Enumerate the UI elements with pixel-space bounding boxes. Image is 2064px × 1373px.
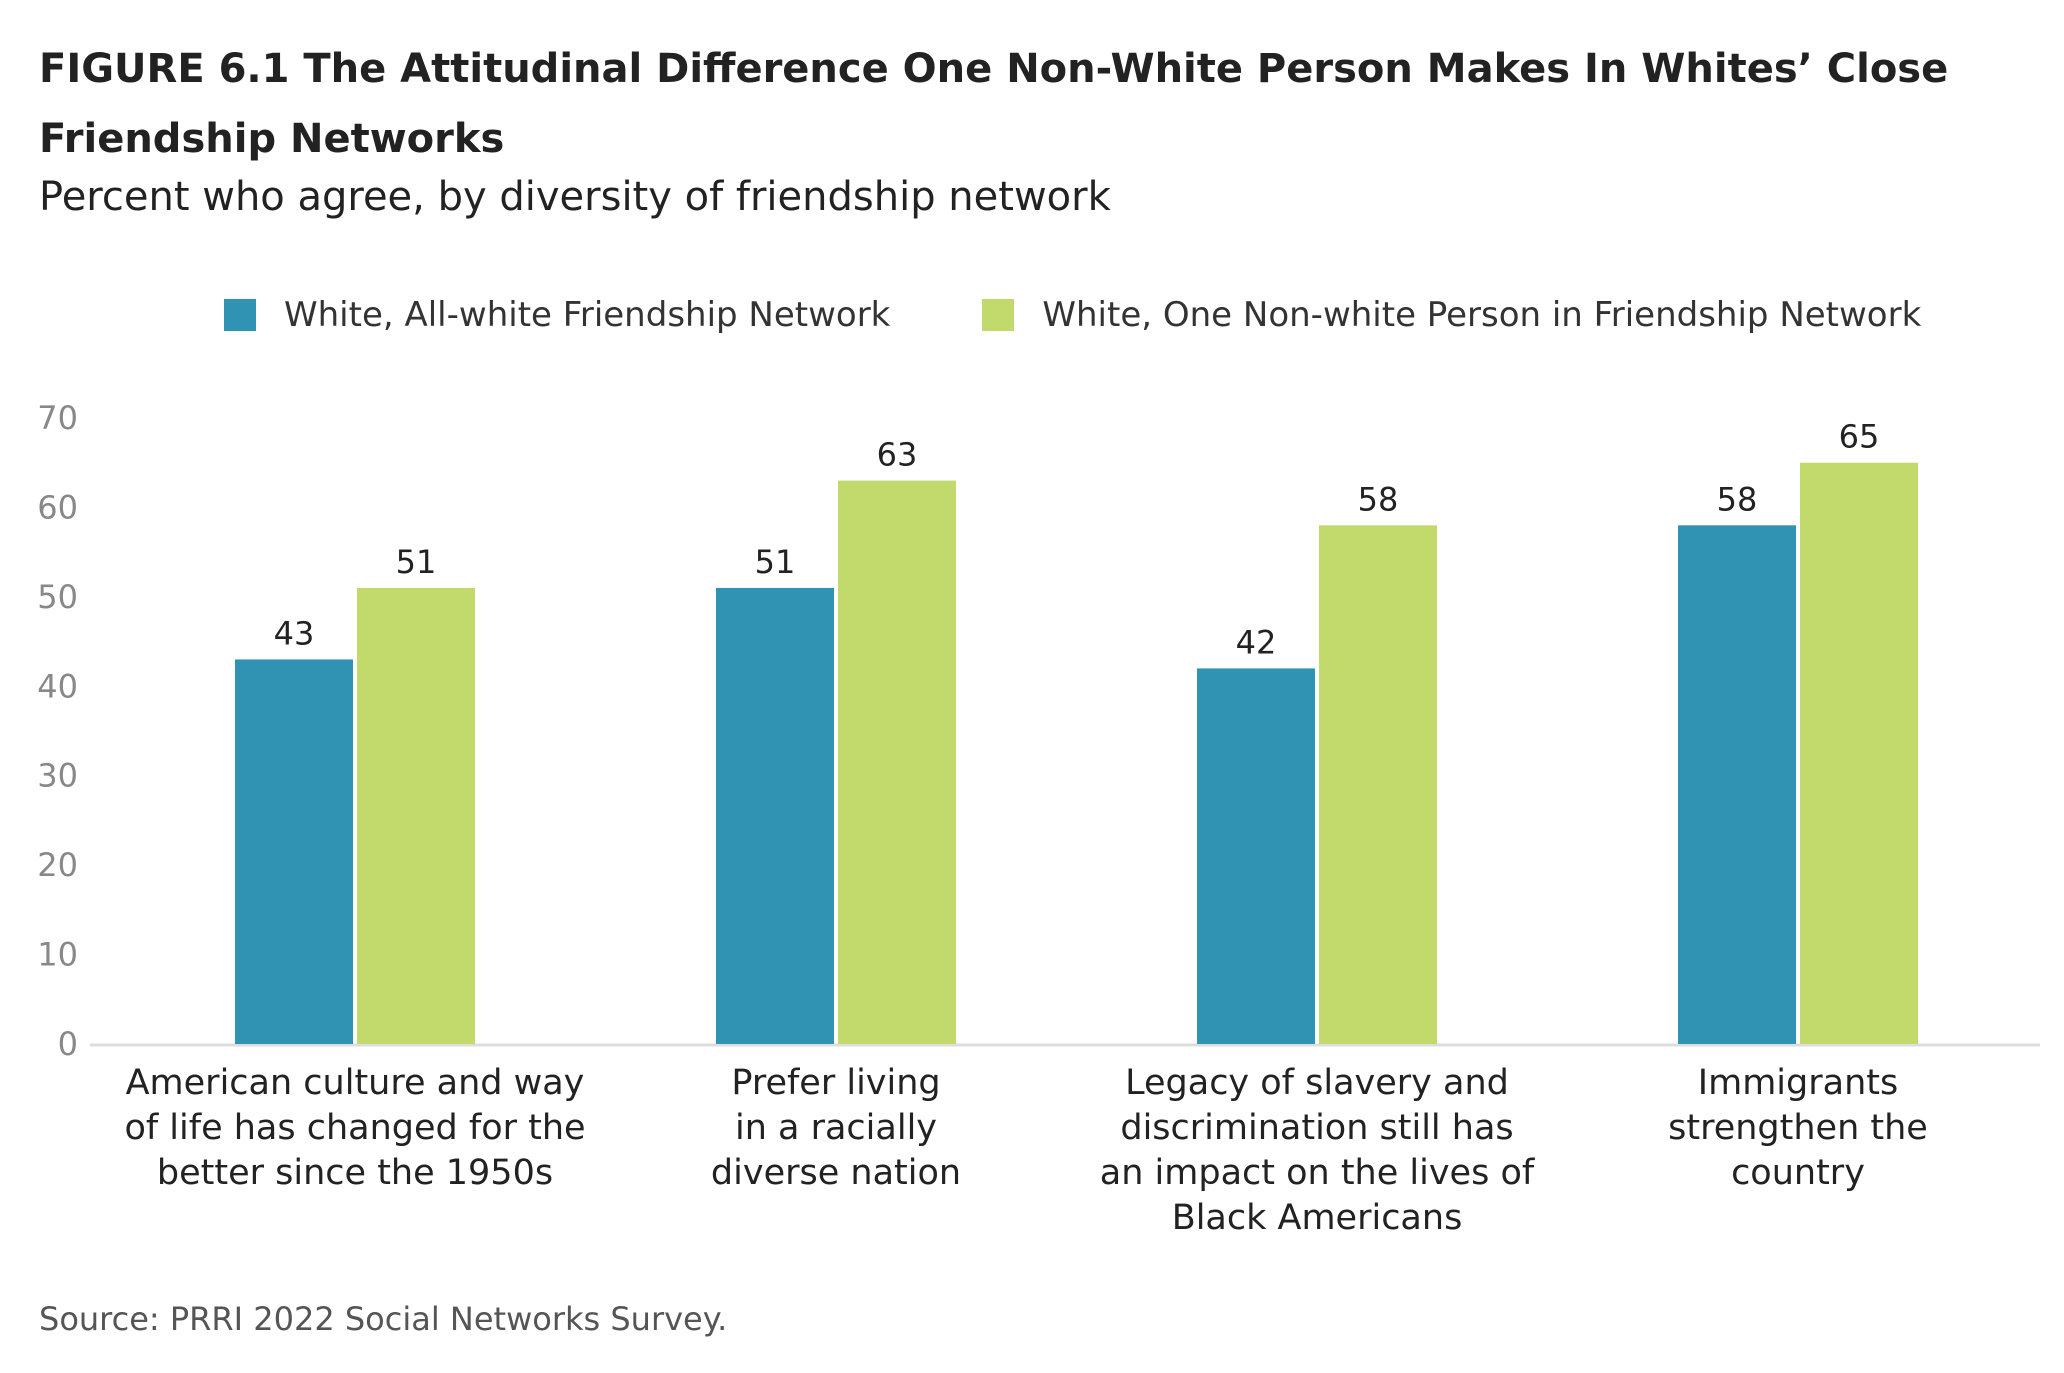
source-note: Source: PRRI 2022 Social Networks Survey… — [39, 1300, 728, 1338]
data-label-series-1: 58 — [1717, 480, 1758, 518]
bar-series-2 — [1319, 525, 1437, 1044]
y-tick-label: 10 — [37, 936, 78, 974]
bar-series-2 — [1800, 462, 1918, 1044]
x-category-label: Legacy of slavery and discrimination stil… — [1100, 1063, 1535, 1238]
x-category-label-line: Prefer living — [731, 1063, 940, 1103]
x-category-label-line: better since the 1950s — [157, 1153, 553, 1193]
legend-label-series-2: White, One Non-white Person in Friendshi… — [1042, 295, 1922, 335]
bar-series-2 — [838, 480, 956, 1045]
data-label-series-2: 63 — [877, 436, 918, 474]
x-category-label: American culture and way of life has chan… — [124, 1063, 585, 1193]
legend-swatch-series-2 — [982, 299, 1015, 331]
y-tick-label: 30 — [37, 757, 78, 795]
x-category-label-line: diverse nation — [711, 1153, 961, 1193]
data-label-series-1: 42 — [1236, 623, 1277, 661]
y-tick-label: 40 — [37, 667, 78, 705]
chart-subtitle: Percent who agree, by diversity of frien… — [39, 174, 1111, 220]
x-category-label-line: Black Americans — [1172, 1198, 1463, 1238]
x-category-label-line: Legacy of slavery and — [1125, 1063, 1509, 1103]
data-label-series-2: 65 — [1839, 418, 1880, 456]
x-category-label-line: Immigrants — [1698, 1063, 1898, 1103]
x-category-label-line: strengthen the — [1668, 1108, 1928, 1148]
x-category-label: Prefer living in a racially diverse nation — [711, 1063, 961, 1193]
legend-item-series-1: White, All-white Friendship Network — [224, 295, 890, 335]
legend-label-series-1: White, All-white Friendship Network — [284, 295, 891, 335]
y-tick-label: 0 — [58, 1025, 78, 1063]
legend-item-series-2: White, One Non-white Person in Friendshi… — [982, 295, 1921, 335]
bar-series-1 — [1197, 668, 1315, 1044]
legend: White, All-white Friendship Network Whit… — [224, 295, 2013, 335]
data-label-series-2: 51 — [396, 543, 437, 581]
legend-swatch-series-1 — [224, 299, 256, 331]
y-tick-label: 60 — [37, 488, 78, 526]
x-category-label-line: American culture and way — [126, 1063, 585, 1103]
x-category-label-line: of life has changed for the — [124, 1108, 585, 1148]
bar-series-1 — [1678, 525, 1796, 1044]
x-category-label-line: an impact on the lives of — [1100, 1153, 1535, 1193]
data-label-series-2: 58 — [1358, 480, 1399, 518]
y-tick-label: 70 — [37, 399, 78, 437]
x-category-label-line: in a racially — [735, 1108, 937, 1148]
y-tick-label: 50 — [37, 578, 78, 616]
data-label-series-1: 51 — [755, 543, 796, 581]
x-category-label-line: discrimination still has — [1120, 1108, 1513, 1148]
x-category-label: Immigrants strengthen the country — [1668, 1063, 1928, 1193]
bar-series-1 — [235, 659, 353, 1044]
x-category-label-line: country — [1731, 1153, 1865, 1193]
data-label-series-1: 43 — [274, 614, 315, 652]
y-tick-label: 20 — [37, 846, 78, 884]
chart-title: FIGURE 6.1 The Attitudinal Difference On… — [39, 46, 1949, 162]
bar-series-2 — [357, 587, 475, 1044]
bar-series-1 — [716, 587, 834, 1044]
